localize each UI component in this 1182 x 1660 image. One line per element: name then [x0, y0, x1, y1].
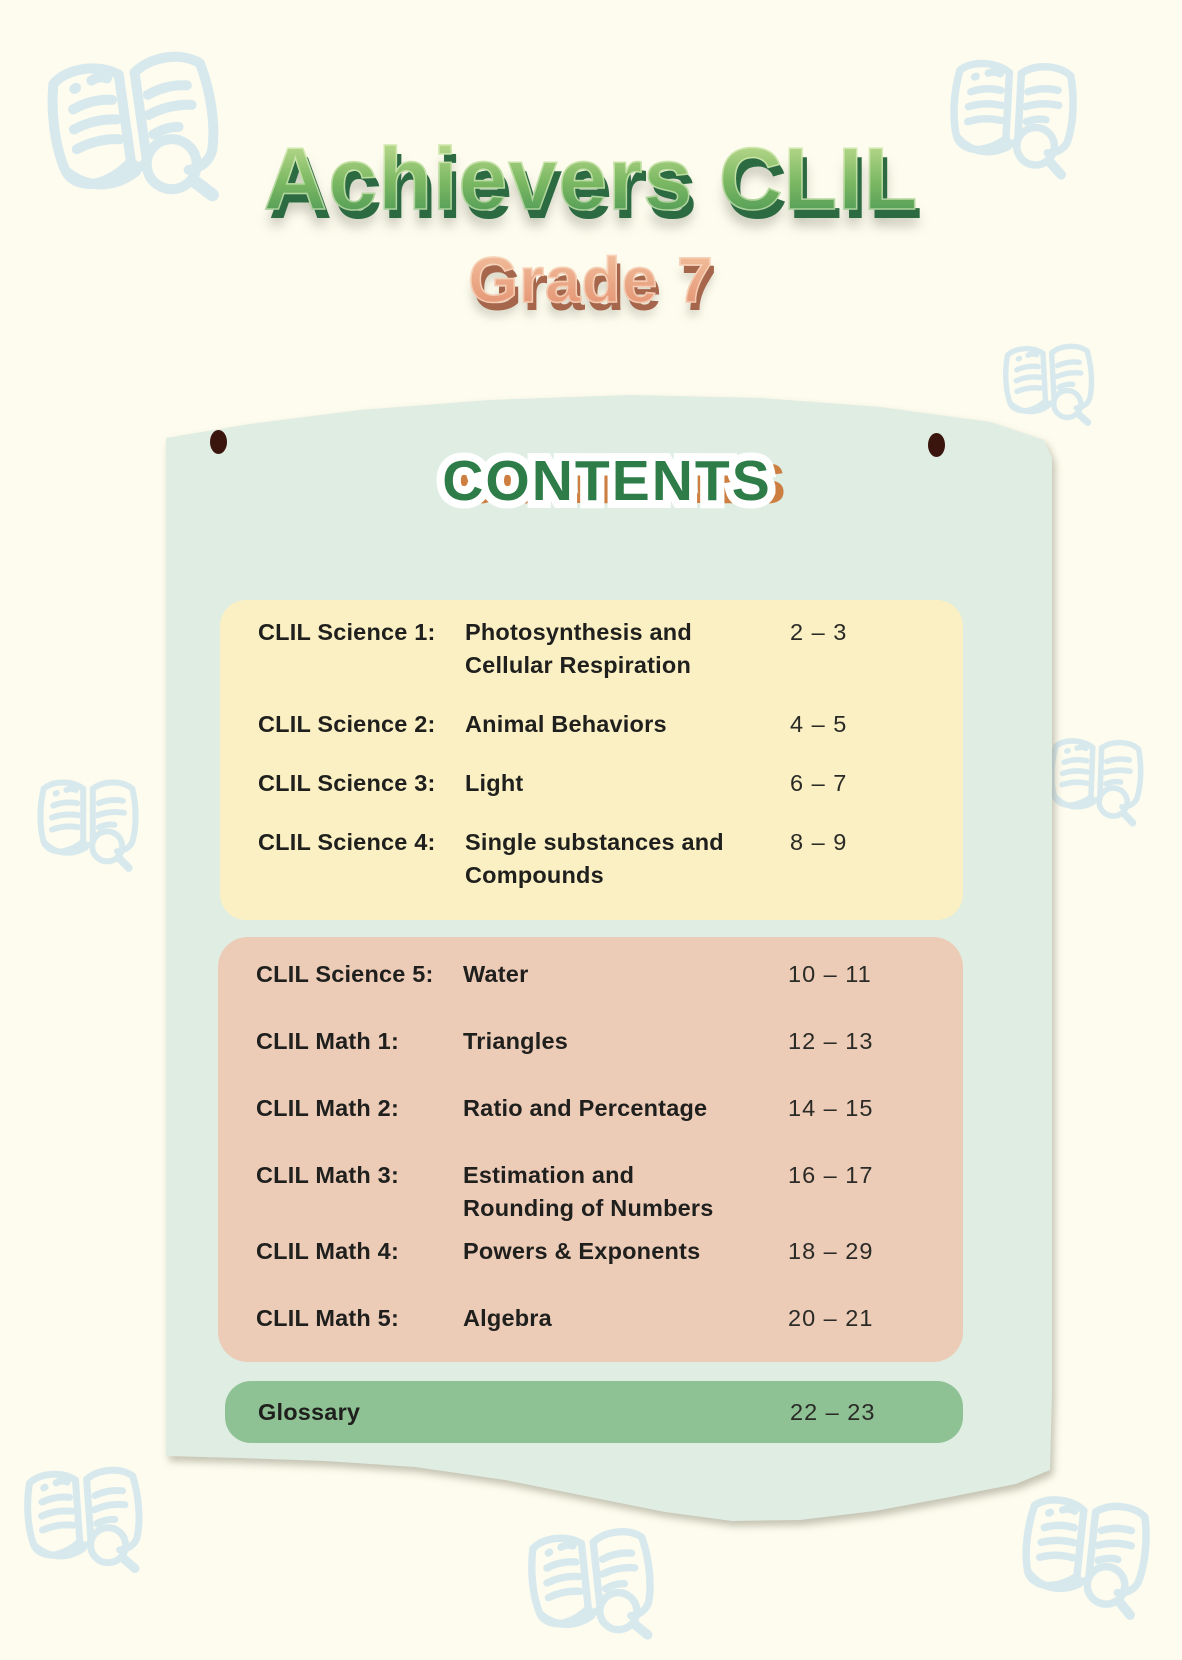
book-title: Achievers CLIL Achievers CLIL Achievers …: [0, 128, 1182, 248]
book-title-text: Achievers CLIL: [0, 128, 1182, 230]
pin-left: [210, 430, 227, 454]
toc-entry-title: Powers & Exponents: [463, 1238, 701, 1264]
toc-entry-label: CLIL Math 1:: [256, 1028, 399, 1054]
toc-entry-pages: 4 – 5: [790, 711, 848, 737]
toc-entry-pages: 10 – 11: [788, 961, 872, 987]
toc-row: CLIL Science 4: Single substances and Comp…: [258, 826, 963, 892]
toc-entry-title: Triangles: [463, 1028, 568, 1054]
toc-entry-label: CLIL Science 4:: [258, 829, 436, 855]
toc-entry-label: CLIL Math 2:: [256, 1095, 399, 1121]
grade-subtitle-shadow: Grade 7: [2, 256, 1182, 330]
toc-panel-science-math: CLIL Science 5: Water 10 – 11 CLIL Math 1: T…: [218, 937, 963, 1362]
toc-row: CLIL Math 4: Powers & Exponents 18 – 29: [256, 1235, 963, 1268]
grade-subtitle-text: Grade 7: [0, 243, 1182, 317]
toc-entry-label: CLIL Science 3:: [258, 770, 436, 796]
toc-row: CLIL Math 5: Algebra 20 – 21: [256, 1302, 963, 1335]
toc-entry-pages: 12 – 13: [788, 1028, 874, 1054]
toc-entry-title: Water: [463, 961, 529, 987]
toc-entry-label: CLIL Science 5:: [256, 961, 434, 987]
toc-panel-science: CLIL Science 1: Photosynthesis and Cellula…: [220, 600, 963, 920]
toc-row: CLIL Math 1: Triangles 12 – 13: [256, 1025, 963, 1058]
contents-card: CONTENTS CONTENTS CONTENTS CLIL Science …: [160, 392, 1054, 1524]
toc-row: CLIL Science 1: Photosynthesis and Cellula…: [258, 616, 963, 682]
toc-entry-pages: 8 – 9: [790, 829, 848, 855]
glossary-pages: 22 – 23: [790, 1398, 876, 1425]
toc-entry-label: CLIL Math 3:: [256, 1162, 399, 1188]
contents-heading: CONTENTS CONTENTS CONTENTS: [166, 441, 1052, 528]
toc-row: CLIL Math 3: Estimation and Rounding of Nu…: [256, 1159, 963, 1225]
grade-subtitle: Grade 7 Grade 7 Grade 7: [0, 243, 1182, 333]
book-magnifier-icon: [1038, 730, 1153, 832]
toc-entry-title: Ratio and Percentage: [463, 1095, 708, 1121]
book-title-shadow: Achievers CLIL: [3, 144, 1182, 246]
toc-entry-pages: 2 – 3: [790, 619, 848, 645]
book-magnifier-icon: [512, 1515, 673, 1660]
toc-entry-title: Estimation and Rounding of Numbers: [463, 1162, 714, 1221]
toc-entry-pages: 20 – 21: [788, 1305, 874, 1331]
pin-right: [928, 433, 945, 457]
toc-entry-title: Algebra: [463, 1305, 552, 1331]
toc-entry-label: CLIL Science 1:: [258, 619, 436, 645]
grade-subtitle-extrude: Grade 7: [4, 251, 1182, 325]
toc-entry-pages: 14 – 15: [788, 1095, 874, 1121]
book-title-extrude: Achievers CLIL: [5, 137, 1182, 239]
toc-row: CLIL Science 5: Water 10 – 11: [256, 958, 963, 991]
toc-entry-pages: 18 – 29: [788, 1238, 874, 1264]
toc-entry-title: Animal Behaviors: [465, 711, 667, 737]
toc-row: CLIL Science 2: Animal Behaviors 4 – 5: [258, 708, 963, 741]
contents-heading-outline: CONTENTS: [434, 441, 778, 521]
toc-entry-pages: 16 – 17: [788, 1162, 874, 1188]
toc-entry-label: CLIL Science 2:: [258, 711, 436, 737]
contents-heading-text: CONTENTS: [442, 449, 772, 513]
toc-row: CLIL Science 3: Light 6 – 7: [258, 767, 963, 800]
book-magnifier-icon: [28, 772, 148, 878]
toc-entry-title: Single substances and Compounds: [465, 829, 724, 888]
contents-heading-orange: CONTENTS: [458, 452, 788, 516]
toc-entry-label: CLIL Math 4:: [256, 1238, 399, 1264]
toc-entry-pages: 6 – 7: [790, 770, 848, 796]
glossary-bar: Glossary 22 – 23: [225, 1381, 963, 1443]
toc-entry-label: CLIL Math 5:: [256, 1305, 399, 1331]
glossary-label: Glossary: [258, 1398, 361, 1425]
book-magnifier-icon: [10, 1455, 158, 1588]
toc-entry-title: Light: [465, 770, 524, 796]
toc-entry-title: Photosynthesis and Cellular Respiration: [465, 619, 692, 678]
toc-row: CLIL Math 2: Ratio and Percentage 14 – 15: [256, 1092, 963, 1125]
